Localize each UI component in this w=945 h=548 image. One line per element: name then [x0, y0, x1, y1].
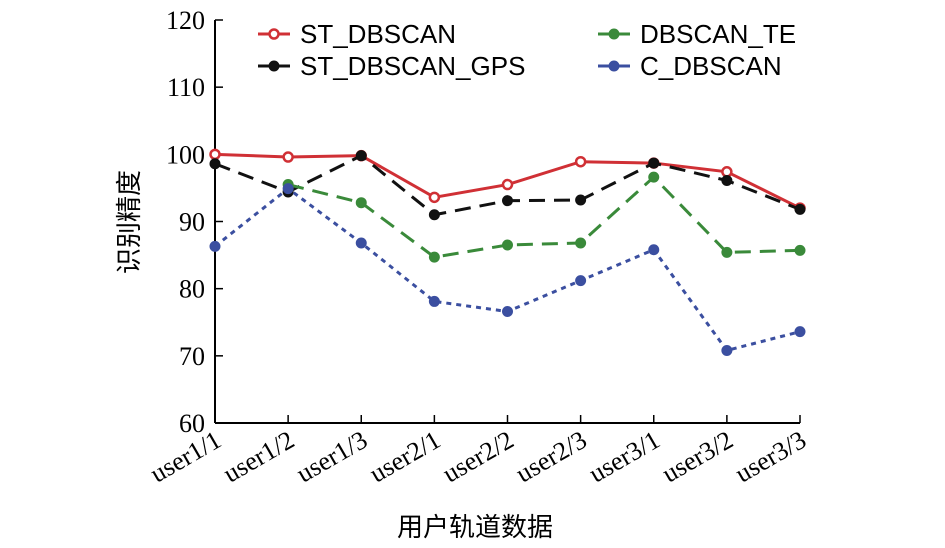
legend-item: C_DBSCAN: [598, 51, 782, 81]
data-point: [794, 326, 806, 338]
data-point: [648, 171, 660, 183]
series-dbscan-te: [282, 171, 806, 263]
data-point: [282, 151, 294, 163]
data-point: [355, 197, 367, 209]
data-point: [575, 237, 587, 249]
data-point: [428, 251, 440, 263]
y-axis-label: 识别精度: [115, 170, 145, 274]
x-tick-label: user3/1: [584, 425, 665, 488]
x-axis-label: 用户轨道数据: [397, 513, 553, 543]
data-point: [721, 344, 733, 356]
x-tick-label: user2/2: [438, 425, 519, 488]
data-point: [502, 306, 513, 318]
legend-item: ST_DBSCAN: [258, 19, 456, 49]
legend-label: C_DBSCAN: [640, 51, 782, 81]
data-point: [721, 166, 733, 178]
y-tick-label: 120: [166, 6, 205, 35]
y-tick-label: 90: [179, 208, 205, 237]
x-tick-label: user2/3: [511, 425, 592, 488]
data-point: [502, 239, 513, 251]
data-point: [502, 195, 513, 207]
data-point: [574, 155, 587, 168]
legend-marker: [268, 60, 280, 72]
data-point: [575, 194, 587, 206]
legend-marker: [608, 60, 620, 72]
x-tick-label: user1/3: [291, 425, 372, 488]
series-line: [214, 186, 801, 353]
legend-label: ST_DBSCAN_GPS: [300, 51, 525, 81]
legend-item: DBSCAN_TE: [598, 19, 796, 49]
data-point: [721, 175, 733, 187]
legend-label: ST_DBSCAN: [300, 19, 456, 49]
data-point: [501, 178, 514, 191]
legend-label: DBSCAN_TE: [640, 19, 796, 49]
series-layer: [209, 148, 806, 356]
data-point: [794, 244, 806, 256]
data-point: [209, 240, 221, 252]
series-c-dbscan: [209, 183, 806, 356]
data-point: [209, 148, 221, 161]
x-tick-label: user3/3: [730, 425, 811, 488]
data-point: [209, 158, 221, 170]
data-point: [428, 209, 440, 221]
data-point: [428, 295, 440, 307]
x-tick-label: user3/2: [657, 425, 738, 488]
legend-marker: [268, 28, 280, 40]
data-point: [282, 183, 294, 195]
y-tick-label: 70: [179, 342, 205, 371]
x-tick-label: user2/1: [365, 425, 446, 488]
x-tick-label: user1/2: [218, 425, 299, 488]
data-point: [794, 203, 806, 215]
y-tick-label: 100: [166, 140, 205, 169]
legend-item: ST_DBSCAN_GPS: [258, 51, 525, 81]
y-tick-label: 110: [167, 73, 205, 102]
legend-marker: [608, 28, 620, 40]
data-point: [355, 150, 367, 162]
x-ticks: user1/1user1/2user1/3user2/1user2/2user2…: [145, 415, 811, 488]
series-line: [287, 175, 801, 259]
y-tick-label: 60: [179, 409, 205, 438]
data-point: [355, 237, 367, 249]
y-ticks: 60 70 80 90 100 110 120: [166, 6, 223, 438]
data-point: [648, 157, 660, 169]
data-point: [575, 275, 587, 287]
data-point: [648, 244, 660, 256]
data-point: [428, 191, 441, 204]
data-point: [721, 246, 733, 258]
y-tick-label: 80: [179, 275, 205, 304]
